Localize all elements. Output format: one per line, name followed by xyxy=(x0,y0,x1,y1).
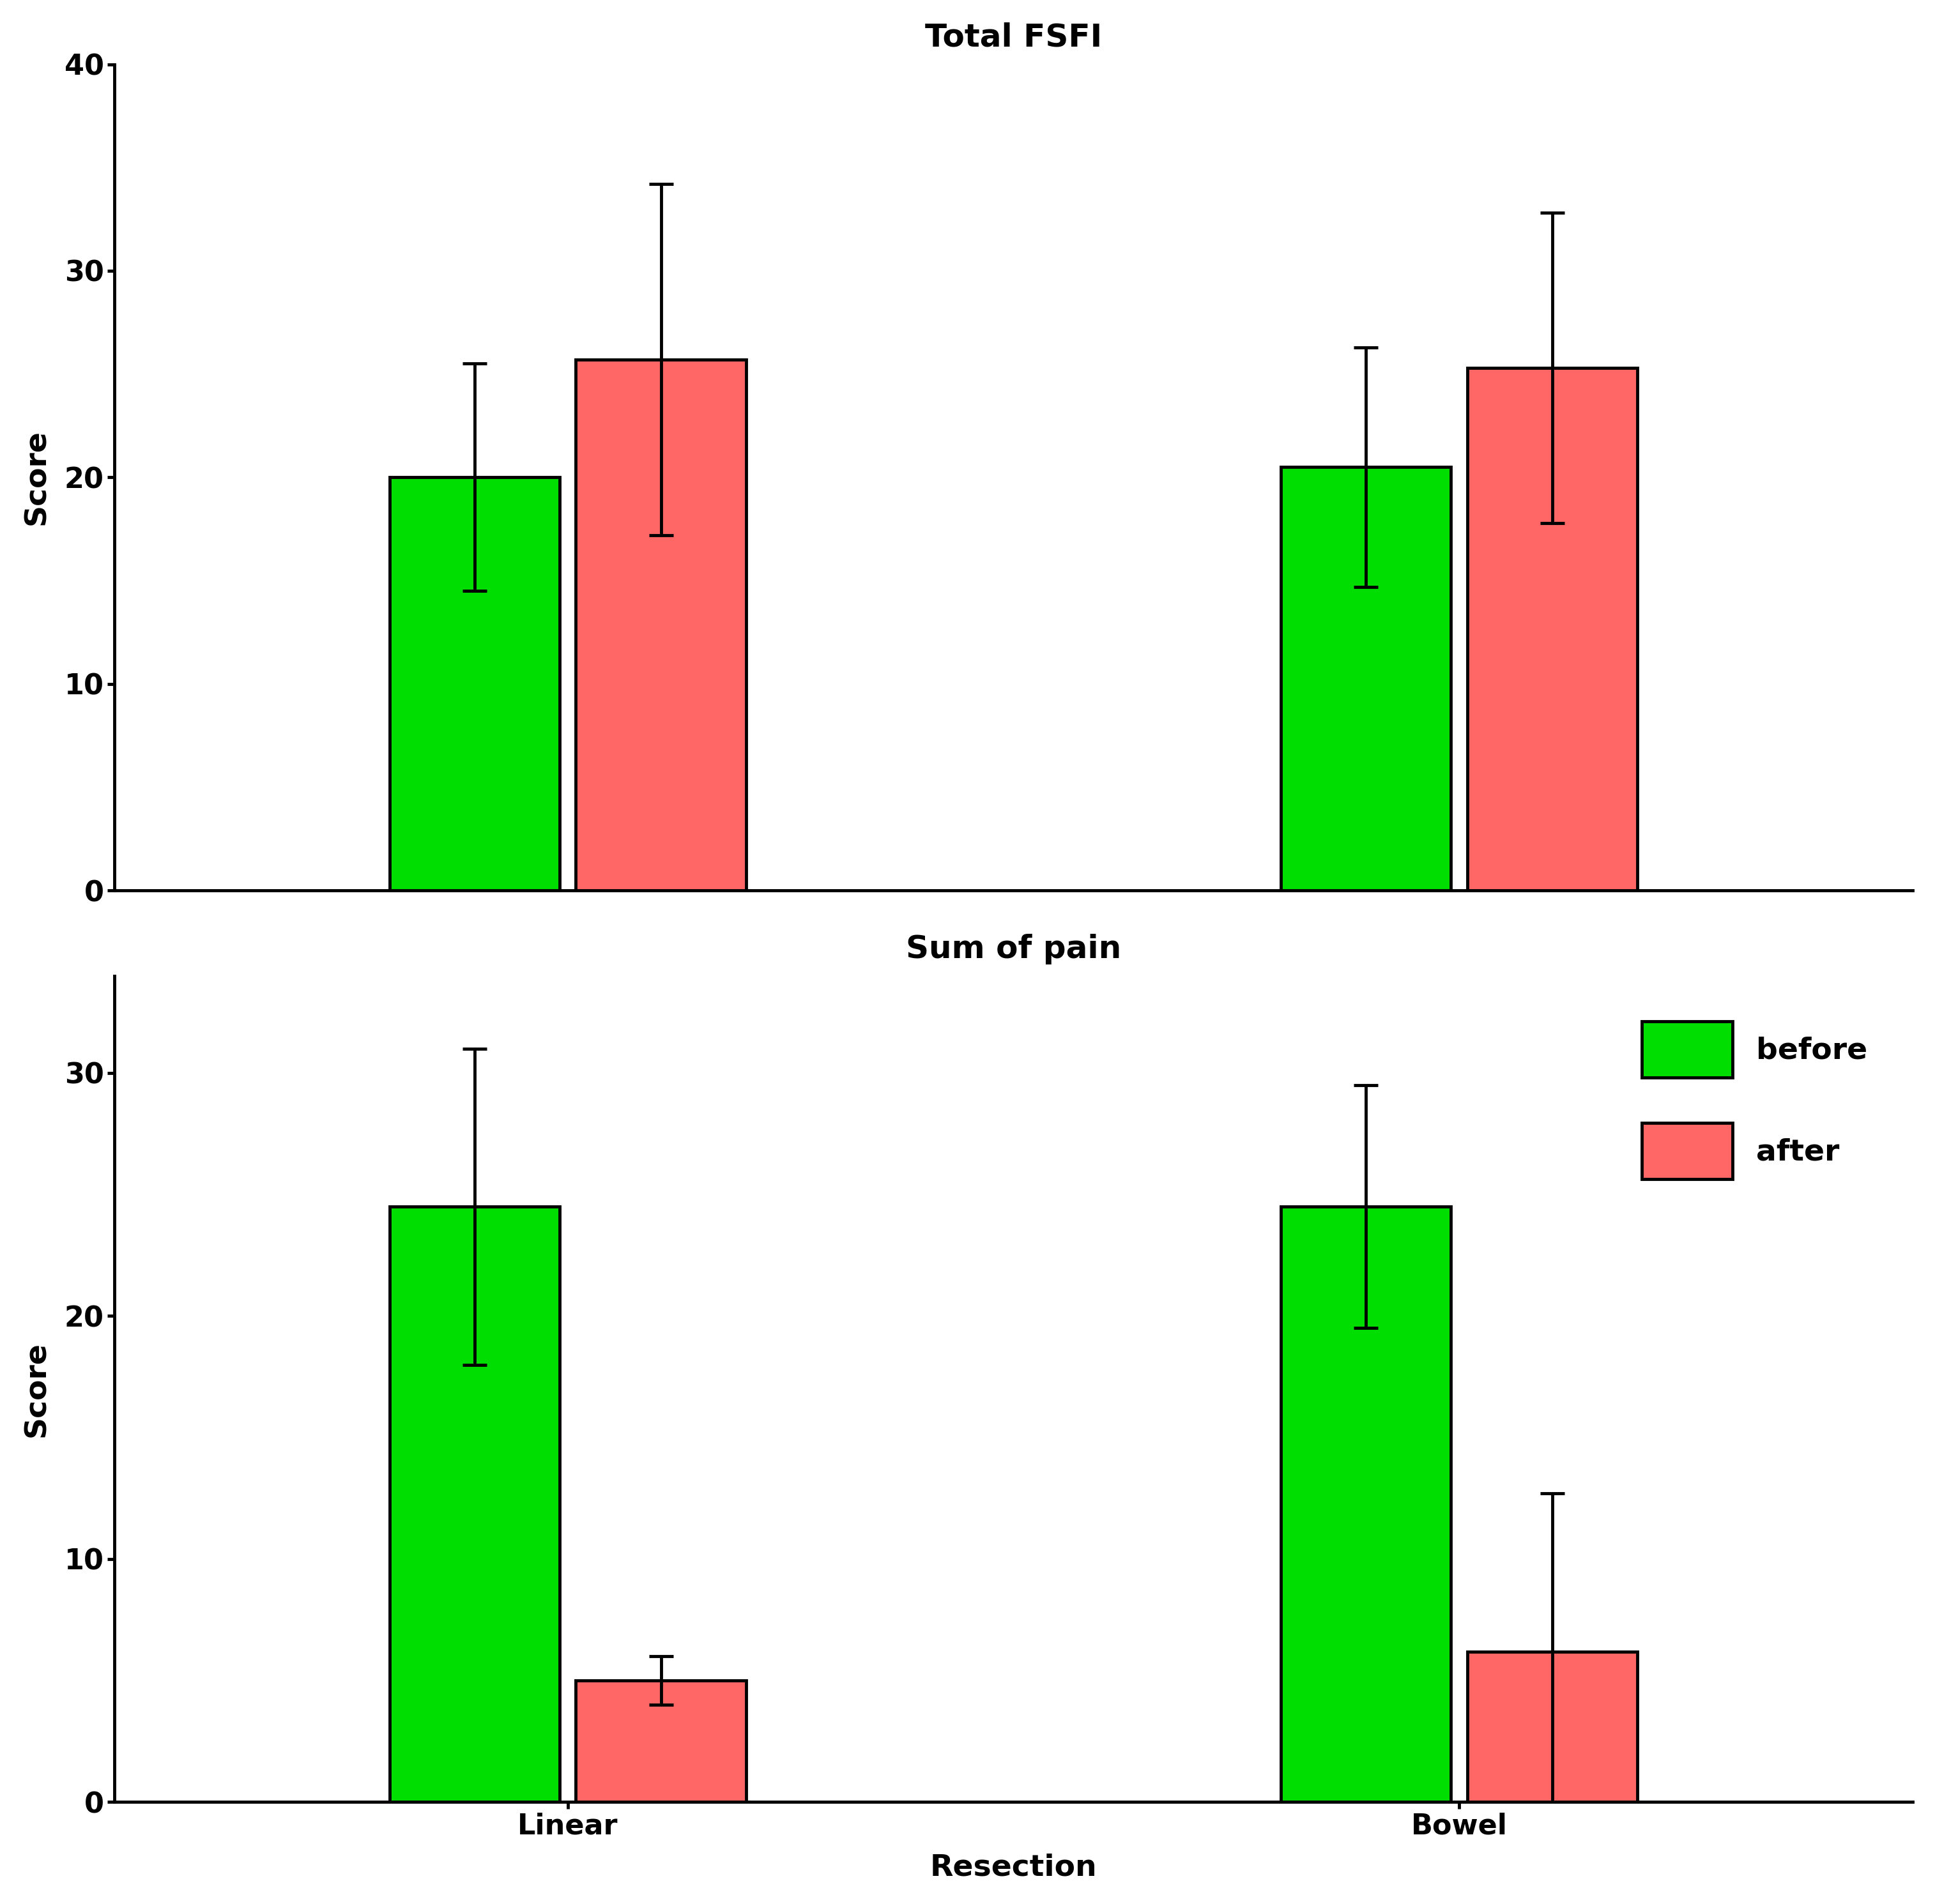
Bar xyxy=(1467,367,1637,891)
Bar xyxy=(389,478,559,891)
Bar xyxy=(577,360,747,891)
Bar xyxy=(1281,1207,1451,1801)
Bar xyxy=(1467,1651,1637,1801)
Y-axis label: Score: Score xyxy=(21,1340,50,1438)
Bar xyxy=(389,1207,559,1801)
X-axis label: Resection: Resection xyxy=(931,1853,1097,1881)
Title: Total FSFI: Total FSFI xyxy=(925,23,1103,53)
Legend: before, after: before, after xyxy=(1612,990,1898,1209)
Y-axis label: Score: Score xyxy=(21,430,50,526)
Bar xyxy=(577,1681,747,1801)
Title: Sum of pain: Sum of pain xyxy=(906,933,1120,965)
Bar xyxy=(1281,466,1451,891)
